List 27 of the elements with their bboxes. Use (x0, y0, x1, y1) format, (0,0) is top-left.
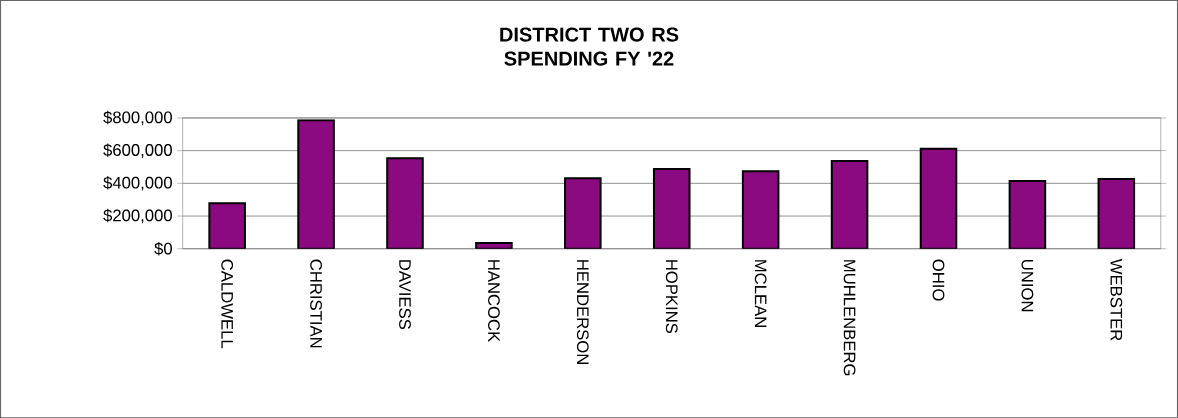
bar (1097, 177, 1136, 249)
x-tick-label: DAVIESS (399, 259, 411, 329)
y-tick-label: $400,000 (103, 175, 172, 191)
x-tick-label: CALDWELL (221, 259, 234, 348)
x-tick-label: HANCOCK (487, 259, 500, 342)
x-tick-label: MUHLENBERG (843, 259, 856, 376)
y-tick-label: $0 (154, 241, 172, 256)
x-tick-label: UNION (1021, 259, 1034, 311)
y-tick-label: $200,000 (103, 208, 172, 224)
x-tick-label: WEBSTER (1110, 258, 1123, 341)
bar (741, 170, 780, 249)
bar (208, 202, 246, 249)
bar (1008, 179, 1047, 249)
bar (564, 177, 602, 249)
bar (830, 159, 869, 249)
bar (652, 167, 691, 249)
x-tick-label: OHIO (932, 259, 945, 301)
bar (919, 147, 958, 249)
x-tick-label: HOPKINS (665, 259, 678, 333)
x-tick-label: MCLEAN (754, 259, 767, 327)
chart-title: DISTRICT TWO RS SPENDING FY '22 (500, 27, 679, 66)
y-tick-label: $800,000 (103, 110, 172, 126)
bar (297, 119, 335, 249)
x-tick-label: CHRISTIAN (310, 259, 322, 348)
bar (386, 157, 424, 249)
x-tick-label: HENDERSON (576, 259, 589, 364)
y-tick-label: $600,000 (103, 143, 172, 158)
